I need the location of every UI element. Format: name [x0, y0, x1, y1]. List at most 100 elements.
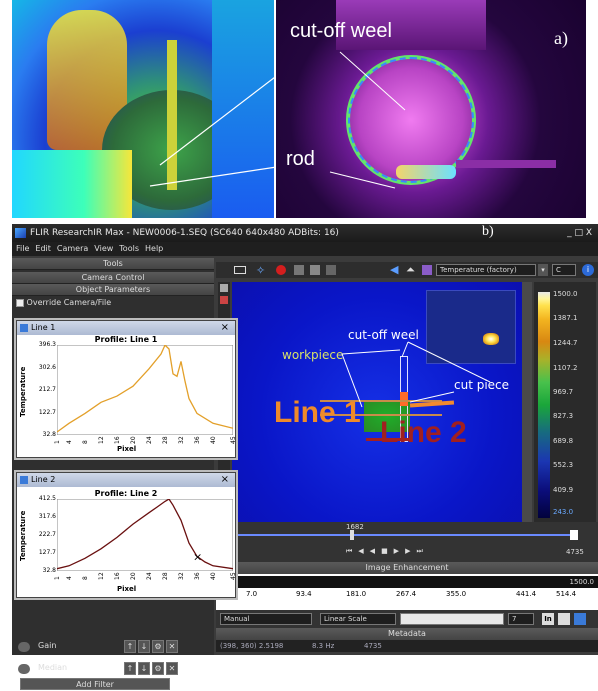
timeline-track[interactable]: [220, 534, 576, 536]
enhancement-mode-select[interactable]: Manual: [220, 613, 312, 625]
lock-icon[interactable]: [558, 613, 570, 625]
flip-icon[interactable]: ⏶: [406, 263, 415, 276]
colorbar-value: 552.3: [553, 461, 574, 469]
snapshot-icon[interactable]: [294, 265, 304, 275]
filter-row-gain: Gain ↑ ↓ ⚙ ✕: [16, 640, 178, 654]
label-cut-off-wheel-b: cut-off weel: [348, 328, 419, 342]
image-scrollbar[interactable]: [522, 282, 532, 522]
arrow-up-icon[interactable]: ↑: [124, 662, 136, 675]
colorbar[interactable]: [538, 292, 550, 518]
timeline-end-marker[interactable]: [570, 530, 578, 540]
settings-icon[interactable]: [574, 613, 586, 625]
y-tick-label: 302.6: [38, 363, 56, 371]
x-tick-label: 1: [54, 440, 61, 444]
colorbar-panel: 1500.0 1387.1 1244.7 1107.2 969.7 827.3 …: [534, 282, 596, 522]
menu-bar: File Edit Camera View Tools Help: [12, 242, 598, 256]
gear-icon[interactable]: ⚙: [152, 640, 164, 653]
gear-icon[interactable]: ⚙: [152, 662, 164, 675]
tools-header: Tools: [12, 258, 214, 270]
override-row[interactable]: Override Camera/File: [12, 296, 214, 310]
y-tick-label: 222.7: [38, 531, 56, 538]
histogram-panel: 1500.0 0 7.0 93.4 181.0 267.4 355.0 441.…: [216, 574, 598, 610]
object-parameters-header[interactable]: Object Parameters: [12, 284, 214, 296]
hist-tick: 181.0: [346, 590, 367, 598]
close-icon[interactable]: ✕: [166, 662, 178, 675]
y-tick-label: 32.8: [42, 431, 56, 438]
menu-camera[interactable]: Camera: [56, 244, 89, 253]
level-select[interactable]: 7: [508, 613, 534, 625]
menu-help[interactable]: Help: [145, 244, 164, 253]
arrow-down-icon[interactable]: ↓: [138, 640, 150, 653]
label-cut-piece: cut piece: [454, 378, 510, 392]
override-label: Override Camera/File: [26, 298, 112, 307]
eye-icon[interactable]: [18, 642, 30, 652]
menu-view[interactable]: View: [94, 244, 114, 253]
playback-controls[interactable]: ⏮◀◀■▶▶⏭: [346, 547, 429, 555]
palette-icon[interactable]: ◀: [390, 263, 399, 276]
timeline-thumb[interactable]: [350, 530, 354, 540]
record-icon[interactable]: [276, 265, 286, 275]
scale-select[interactable]: Linear Scale: [320, 613, 396, 625]
colorbar-value: 1107.2: [553, 364, 578, 372]
histogram[interactable]: [216, 576, 546, 588]
temperature-mode-select[interactable]: Temperature (factory): [436, 264, 536, 276]
line1-plot: [57, 345, 233, 435]
x-tick-label: 24: [146, 572, 153, 580]
line1-graph-window[interactable]: Line 1 × Profile: Line 1 Temperature Pix…: [16, 320, 237, 458]
cursor-coords: (398, 360) 2.5198: [220, 642, 284, 650]
x-tick-label: 16: [114, 572, 121, 580]
color-icon[interactable]: [422, 265, 432, 275]
camera-control-header[interactable]: Camera Control: [12, 272, 214, 284]
x-tick-label: 1: [54, 576, 61, 580]
info-icon[interactable]: i: [582, 264, 594, 276]
arrow-down-icon[interactable]: ↓: [138, 662, 150, 675]
close-icon[interactable]: ✕: [166, 640, 178, 653]
thermal-image[interactable]: Line 1 Line 2 cut-off weel workpiece cut…: [232, 282, 522, 522]
close-icon[interactable]: ×: [220, 474, 229, 485]
line2-graph-window[interactable]: Line 2 × Profile: Line 2 Temperature Pix…: [16, 472, 237, 598]
window-controls[interactable]: _ □ X: [567, 228, 592, 238]
x-tick-label: 8: [82, 440, 89, 444]
menu-tools[interactable]: Tools: [119, 244, 139, 253]
y-tick-label: 412.5: [38, 495, 56, 502]
x-tick-label: 28: [162, 572, 169, 580]
y-tick-label: 396.3: [38, 341, 56, 348]
colorbar-value: 969.7: [553, 388, 574, 396]
level-slider[interactable]: [400, 613, 504, 625]
zoom-in-icon[interactable]: In: [542, 613, 554, 625]
colorbar-value: 243.0: [553, 508, 574, 516]
colorbar-value: 1387.1: [553, 314, 578, 322]
menu-file[interactable]: File: [16, 244, 30, 253]
close-icon[interactable]: ×: [220, 322, 229, 333]
x-tick-label: 28: [162, 436, 169, 444]
arrow-up-icon[interactable]: ↑: [124, 640, 136, 653]
cursor-marker: ×: [193, 550, 202, 563]
add-filter-button[interactable]: Add Filter: [20, 678, 170, 690]
export-icon[interactable]: [310, 265, 320, 275]
panel-a: cut-off weel rod a): [0, 0, 598, 218]
eye-icon[interactable]: [18, 664, 30, 674]
enhancement-max[interactable]: 1500.0: [546, 576, 598, 588]
chevron-down-icon[interactable]: ▾: [538, 264, 548, 276]
x-tick-label: 32: [178, 436, 185, 444]
unit-select[interactable]: C: [552, 264, 576, 276]
line2-ylabel: Temperature: [19, 510, 27, 561]
override-checkbox[interactable]: [16, 298, 24, 307]
sequence-icon[interactable]: [326, 265, 336, 275]
metadata-header[interactable]: Metadata: [216, 628, 598, 640]
x-tick-label: 36: [194, 572, 201, 580]
spot-icon[interactable]: [220, 296, 228, 304]
hist-tick: 441.4: [516, 590, 537, 598]
image-enhancement-header[interactable]: Image Enhancement: [216, 562, 598, 574]
label-cut-off-wheel: cut-off weel: [290, 20, 392, 42]
menu-edit[interactable]: Edit: [35, 244, 51, 253]
thermal-photo-left: [12, 0, 274, 218]
pointer-icon[interactable]: [220, 284, 228, 292]
frame-rate: 8.3 Hz: [312, 642, 335, 650]
crosshair-icon[interactable]: ✧: [256, 264, 266, 277]
line2-xlabel: Pixel: [117, 585, 137, 593]
colorbar-value: 1500.0: [553, 290, 578, 298]
hist-tick: 93.4: [296, 590, 312, 598]
display-icon[interactable]: [234, 266, 246, 274]
hist-tick: 267.4: [396, 590, 417, 598]
